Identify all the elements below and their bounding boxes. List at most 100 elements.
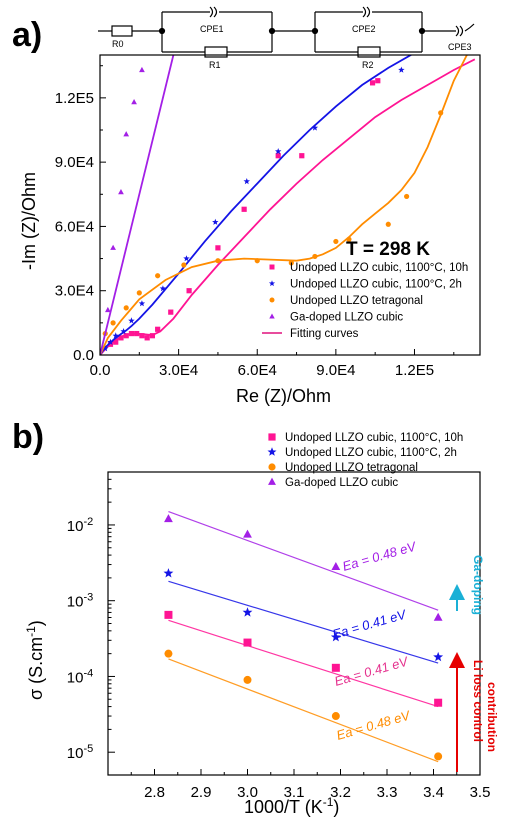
data-point-series-1 [118,335,124,341]
legend-label: Undoped LLZO cubic, 1100°C, 10h [285,432,463,444]
data-point-series-2 [102,345,109,352]
arrhenius-x-axis-label: 1000/T (K-1) [244,795,339,817]
nyquist-data [100,55,476,355]
y-tick-label: 10-4 [67,667,93,686]
x-tick-label: 6.0E4 [238,362,277,379]
arrhenius-point-series-3 [331,712,340,721]
data-point-series-2 [311,124,319,131]
x-tick-label: 3.5 [470,784,491,801]
legend-marker [269,264,275,270]
data-point-series-4 [118,189,124,195]
x-tick-label: 3.2 [330,784,351,801]
data-point-series-3 [333,238,339,245]
x-tick-label: 0.0 [90,362,111,379]
circuit-label-cpe3: CPE3 [448,42,472,52]
data-point-series-1 [299,153,305,159]
data-point-series-1 [275,153,281,159]
y-tick-label: 9.0E4 [55,154,94,171]
circuit-label-r1: R1 [209,60,221,70]
data-point-series-3 [110,320,116,326]
data-point-series-3 [123,305,129,311]
legend-label: Ga-doped LLZO cubic [285,477,398,489]
arrhenius-point-series-4 [433,612,443,621]
data-point-series-2 [398,66,405,73]
circuit-label-r0: R0 [112,39,124,49]
arrhenius-fit-2 [168,580,439,664]
data-point-series-4 [139,66,145,73]
fit-curve-3 [100,55,468,355]
li-loss-label: Li loss control [471,660,485,742]
x-tick-label: 3.0 [237,784,258,801]
nyquist-frame [99,54,481,356]
ea-label-cubic-10h: Ea = 0.41 eV [333,653,411,689]
arrhenius-legend: Undoped LLZO cubic, 1100°C, 10h Undoped L… [267,432,463,489]
y-tick-label: 10-2 [67,516,93,535]
y-tick-label: 3.0E4 [55,283,94,300]
x-tick-label: 1.2E5 [395,362,434,379]
data-point-series-3 [288,260,294,266]
data-point-series-2 [159,285,167,292]
arrhenius-frame [107,471,481,776]
fit-curve-2 [100,55,413,355]
x-tick-label: 9.0E4 [316,362,355,379]
data-point-series-3 [155,273,161,279]
cpe2-symbol [362,6,371,18]
data-point-series-3 [136,290,142,296]
legend-label: Undoped LLZO tetragonal [290,295,423,307]
arrhenius-point-series-4 [164,514,173,523]
circuit-label-cpe2: CPE2 [352,24,376,34]
x-tick-label: 2.9 [191,784,212,801]
arrhenius-point-series-4 [243,529,252,538]
arrhenius-fit-1 [168,619,439,708]
data-point-series-3 [215,258,221,264]
data-point-series-2 [275,148,282,155]
data-point-series-1 [149,333,156,339]
fit-curve-4 [100,55,175,355]
data-point-series-3 [181,262,187,268]
circuit-label-r2: R2 [362,60,374,70]
y-tick-label: 10-3 [67,592,93,611]
data-point-series-1 [128,330,135,337]
data-point-series-1 [134,330,140,337]
data-point-series-1 [375,78,381,84]
legend-label: Undoped LLZO cubic, 1100°C, 10h [290,262,468,274]
arrhenius-point-series-1 [434,698,443,707]
data-point-series-1 [186,288,192,294]
arrhenius-point-series-3 [434,752,443,761]
ga-doping-label: Ga-doping [471,555,485,615]
resistor-r0 [111,25,133,37]
y-tick-label: 10-5 [67,743,93,762]
ea-label-cubic-2h: Ea = 0.41 eV [331,606,409,642]
data-point-series-3 [346,236,352,242]
arrhenius-point-series-1 [331,663,340,672]
data-point-series-4 [123,131,130,137]
data-point-series-3 [404,193,410,200]
y-tick-label: 1.2E5 [55,90,94,107]
nyquist-legend: Undoped LLZO cubic, 1100°C, 10h Undoped L… [262,262,468,340]
arrhenius-point-series-2 [433,651,444,662]
data-point-series-4 [131,99,137,105]
legend-marker [267,447,277,456]
data-point-series-1 [241,206,247,212]
x-tick-label: 3.3 [377,784,398,801]
fit-curve-1 [100,58,476,355]
arrhenius-point-series-2 [163,568,174,578]
data-point-series-2 [243,178,250,185]
x-tick-label: 2.8 [144,784,165,801]
data-point-series-1 [215,245,221,251]
legend-marker [268,280,276,287]
data-point-series-2 [120,328,127,335]
arrhenius-point-series-3 [243,675,252,684]
data-point-series-2 [128,317,135,324]
x-tick-label: 3.4 [423,784,444,801]
data-point-series-2 [112,332,119,339]
legend-label: Fitting curves [290,328,359,340]
data-point-series-1 [139,333,145,339]
arrhenius-fit-4 [168,511,439,611]
panel-b-label: b) [12,418,44,456]
legend-marker [268,477,276,485]
x-tick-label: 3.1 [284,784,305,801]
legend-label: Undoped LLZO cubic, 1100°C, 2h [290,279,462,291]
legend-label: Undoped LLZO cubic, 1100°C, 2h [285,447,457,459]
